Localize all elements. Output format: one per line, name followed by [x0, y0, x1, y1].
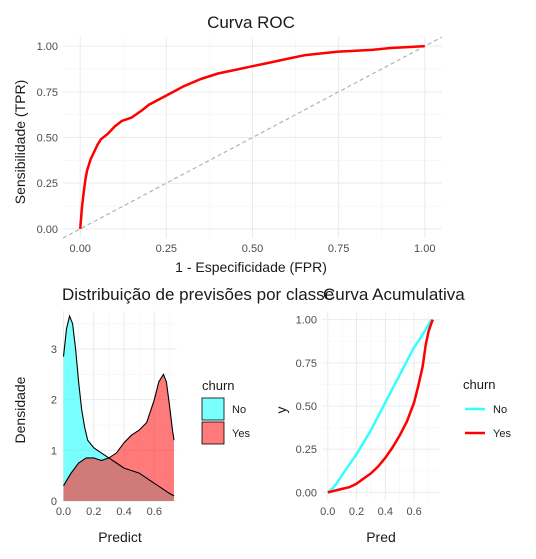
y-tick-label: 0	[51, 496, 57, 508]
x-tick-label: 0.0	[56, 506, 71, 518]
x-tick-label: 0.6	[147, 506, 162, 518]
roc-y-axis-label: Sensibilidade (TPR)	[12, 80, 28, 205]
density-x-axis-label: Predict	[98, 529, 142, 545]
x-tick-label: 0.00	[70, 243, 91, 255]
x-tick-label: 0.6	[406, 506, 421, 518]
cumulative-legend-title: churn	[463, 377, 496, 392]
y-tick-label: 0.00	[296, 487, 317, 499]
y-tick-label: 0.50	[37, 133, 58, 145]
cumulative-legend-label-yes: Yes	[493, 428, 511, 440]
y-tick-label: 1	[51, 445, 57, 457]
y-tick-label: 0.75	[296, 358, 317, 370]
density-legend-key-yes	[202, 422, 224, 444]
y-tick-label: 2	[51, 395, 57, 407]
cumulative-panel: Curva Acumulativa 0.0 0.2 0.4 0.60.000.250.…	[273, 285, 511, 545]
x-tick-label: 0.0	[320, 506, 335, 518]
roc-title: Curva ROC	[207, 13, 295, 32]
cumulative-title: Curva Acumulativa	[323, 285, 465, 304]
density-y-axis-label: Densidade	[12, 376, 28, 443]
cumulative-x-axis-label: Pred	[366, 529, 396, 545]
x-tick-label: 0.2	[86, 506, 101, 518]
cumulative-y-axis-label: y	[273, 407, 289, 414]
y-tick-label: 0.00	[37, 224, 58, 236]
cumulative-ticks: 0.0 0.2 0.4 0.6 0.00 0.25 0.50 0.75 1.00	[296, 315, 422, 518]
density-title: Distribuição de previsões por classe	[62, 285, 334, 304]
x-tick-label: 1.00	[414, 243, 435, 255]
density-legend-title: churn	[202, 378, 235, 393]
roc-panel: Curva ROC 0.00 0.25 0.50 0.75 1.00 0.00 0.25 0.…	[12, 13, 442, 275]
y-tick-label: 1.00	[37, 41, 58, 53]
y-tick-label: 0.25	[37, 178, 58, 190]
y-tick-label: 0.75	[37, 87, 58, 99]
cumulative-legend-label-no: No	[493, 404, 507, 416]
y-tick-label: 0.25	[296, 444, 317, 456]
y-tick-label: 0.50	[296, 401, 317, 413]
density-areas	[64, 316, 175, 501]
y-tick-label: 1.00	[296, 315, 317, 327]
x-tick-label: 0.50	[242, 243, 263, 255]
x-tick-label: 0.75	[328, 243, 349, 255]
x-tick-label: 0.4	[116, 506, 131, 518]
roc-x-axis-label: 1 - Especificidade (FPR)	[175, 259, 327, 275]
x-tick-label: 0.2	[349, 506, 364, 518]
density-legend-label-no: No	[232, 404, 246, 416]
density-legend: churn No Yes	[202, 378, 250, 444]
x-tick-label: 0.4	[378, 506, 393, 518]
cumulative-legend: churn No Yes	[463, 377, 511, 440]
density-panel: Distribuição de previsões por classe 0.0…	[12, 285, 334, 545]
cumulative-grid	[322, 311, 440, 501]
x-tick-label: 0.25	[156, 243, 177, 255]
density-legend-key-no	[202, 398, 224, 420]
y-tick-label: 3	[51, 344, 57, 356]
density-legend-label-yes: Yes	[232, 428, 250, 440]
